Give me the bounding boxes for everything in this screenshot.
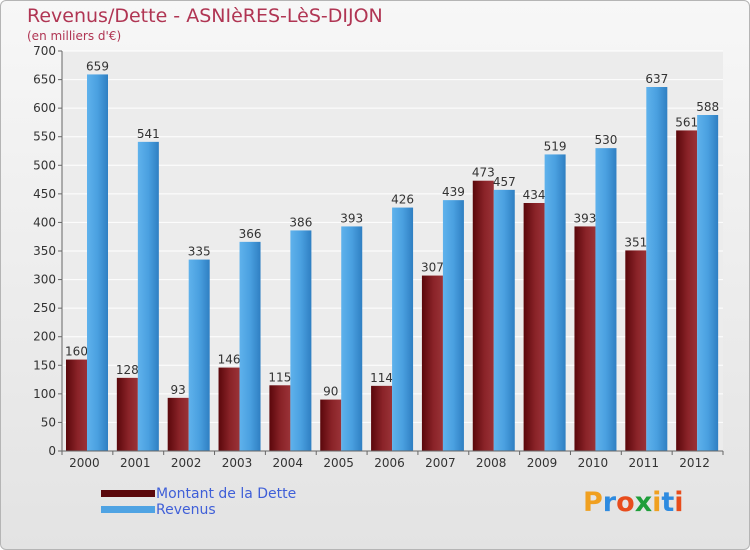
dette-bar	[371, 385, 393, 451]
x-tick-label: 2000	[69, 456, 100, 470]
x-tick-label: 2003	[222, 456, 253, 470]
revenus-bar	[697, 115, 719, 451]
x-tick-label: 2001	[120, 456, 151, 470]
y-tick-label: 50	[41, 415, 56, 429]
y-tick-label: 0	[48, 444, 56, 458]
dette-value-label: 473	[472, 166, 495, 180]
logo-letter: i	[674, 487, 684, 518]
dette-bar	[218, 367, 240, 451]
revenus-bar	[87, 74, 108, 451]
revenus-bar	[493, 189, 515, 451]
dette-bar	[320, 399, 342, 451]
dette-value-label: 90	[323, 385, 338, 399]
dette-bar	[269, 385, 291, 451]
revenus-value-label: 439	[442, 185, 465, 199]
revenus-value-label: 335	[188, 245, 211, 259]
y-tick-label: 350	[33, 244, 56, 258]
dette-bar	[421, 275, 443, 451]
y-tick-label: 450	[33, 187, 56, 201]
x-tick-label: 2002	[171, 456, 202, 470]
x-tick-label: 2005	[323, 456, 354, 470]
legend-swatch-dette	[101, 490, 155, 497]
dette-value-label: 307	[421, 261, 444, 275]
x-tick-label: 2009	[527, 456, 558, 470]
dette-value-label: 93	[171, 383, 186, 397]
y-tick-label: 150	[33, 358, 56, 372]
logo-letter: o	[616, 487, 635, 518]
x-tick-label: 2006	[374, 456, 405, 470]
revenus-value-label: 457	[493, 175, 516, 189]
dette-bar	[472, 180, 494, 451]
dette-bar	[574, 226, 596, 451]
revenus-bar	[442, 200, 464, 451]
revenus-bar	[188, 259, 210, 451]
revenus-value-label: 588	[696, 100, 719, 114]
dette-bar	[523, 203, 545, 451]
legend-label-revenus: Revenus	[156, 502, 216, 518]
y-tick-label: 550	[33, 130, 56, 144]
x-tick-label: 2007	[425, 456, 456, 470]
y-tick-label: 600	[33, 101, 56, 115]
x-tick-label: 2011	[628, 456, 659, 470]
revenus-value-label: 659	[86, 59, 109, 73]
chart-subtitle: (en milliers d'€)	[27, 29, 122, 43]
dette-value-label: 393	[574, 211, 597, 225]
logo-letter: P	[583, 487, 603, 518]
y-tick-label: 400	[33, 215, 56, 229]
y-tick-label: 650	[33, 73, 56, 87]
y-tick-label: 200	[33, 330, 56, 344]
dette-value-label: 115	[268, 370, 291, 384]
dette-bar	[66, 359, 87, 451]
logo-letter: t	[661, 487, 675, 518]
revenus-value-label: 426	[391, 193, 414, 207]
proxiti-logo: Proxiti	[583, 487, 684, 518]
x-tick-label: 2008	[476, 456, 507, 470]
x-tick-label: 2004	[273, 456, 304, 470]
y-tick-label: 100	[33, 387, 56, 401]
dette-value-label: 146	[218, 353, 241, 367]
revenus-bar	[646, 87, 668, 451]
dette-bar	[676, 130, 698, 451]
dette-bar	[625, 250, 647, 451]
dette-value-label: 128	[116, 363, 139, 377]
logo-letter: x	[634, 487, 653, 518]
y-tick-label: 250	[33, 301, 56, 315]
revenus-bar	[595, 148, 617, 451]
y-tick-label: 300	[33, 273, 56, 287]
y-tick-label: 700	[33, 44, 56, 58]
legend-swatch-revenus	[101, 506, 155, 513]
revenus-value-label: 519	[544, 139, 567, 153]
revenus-bar	[290, 230, 312, 451]
revenus-value-label: 393	[340, 211, 363, 225]
logo-letter: i	[652, 487, 662, 518]
revenus-value-label: 530	[595, 133, 618, 147]
logo-letter: r	[602, 487, 617, 518]
revenus-value-label: 366	[239, 227, 262, 241]
chart-title: Revenus/Dette - ASNIèRES-LèS-DIJON	[27, 5, 383, 27]
dette-value-label: 434	[523, 188, 546, 202]
dette-value-label: 351	[624, 235, 647, 249]
y-tick-label: 500	[33, 158, 56, 172]
revenus-bar	[392, 207, 414, 451]
revenus-bar	[239, 241, 261, 451]
dette-value-label: 114	[370, 371, 393, 385]
revenus-bar	[137, 141, 159, 451]
revenus-bar	[544, 154, 566, 451]
dette-bar	[167, 397, 189, 451]
revenus-bar	[341, 226, 363, 451]
dette-bar	[116, 377, 138, 451]
dette-value-label: 160	[65, 345, 88, 359]
x-tick-label: 2010	[578, 456, 609, 470]
dette-value-label: 561	[675, 115, 698, 129]
revenus-value-label: 637	[645, 72, 668, 86]
revenus-value-label: 541	[137, 127, 160, 141]
legend-label-dette: Montant de la Dette	[156, 486, 297, 502]
x-tick-label: 2012	[679, 456, 710, 470]
revenus-value-label: 386	[289, 215, 312, 229]
